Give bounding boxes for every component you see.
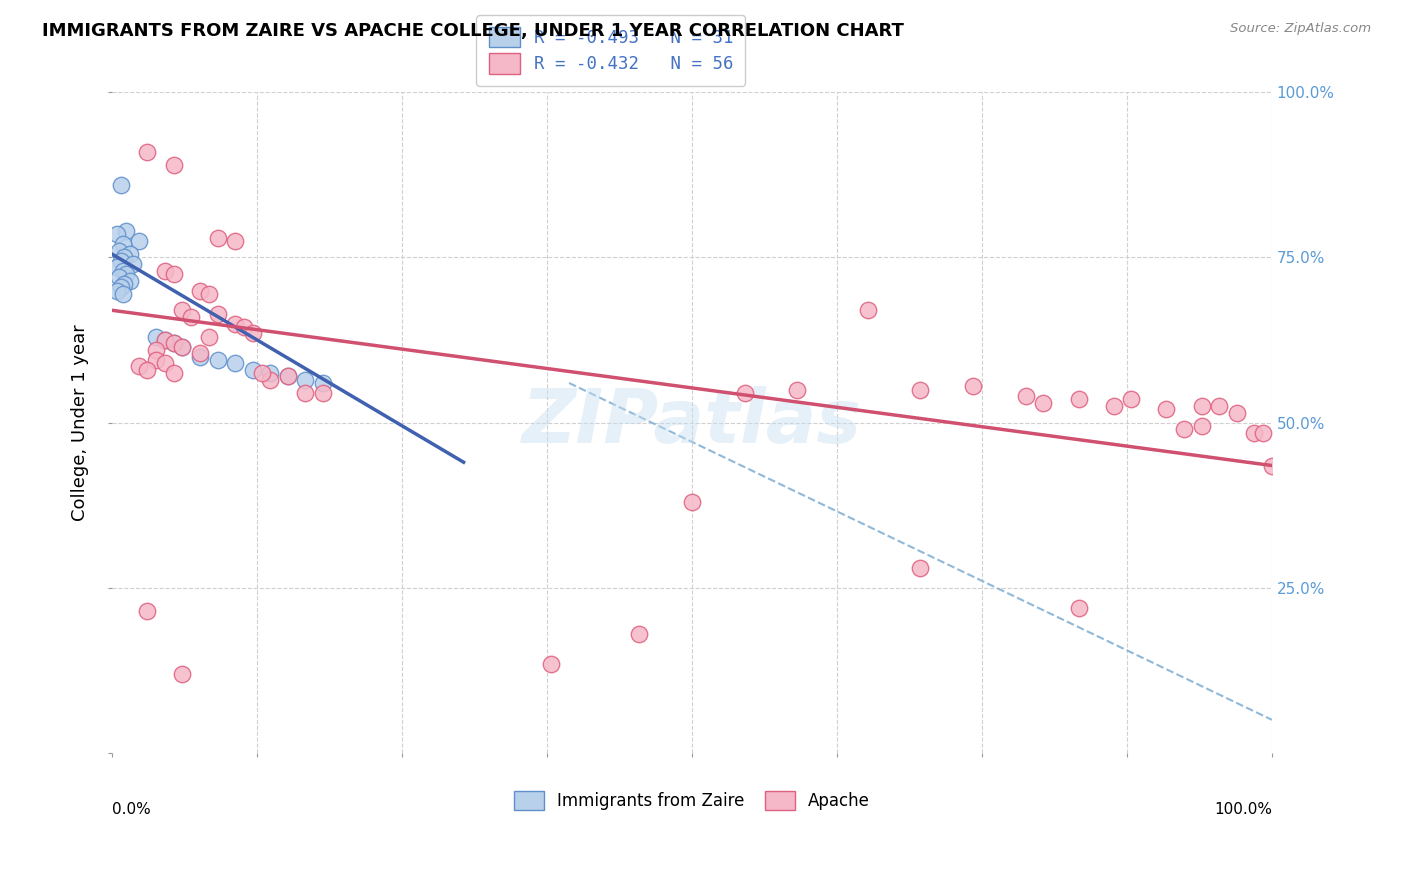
Point xyxy=(136,604,159,618)
Point xyxy=(128,234,150,248)
Point xyxy=(1102,399,1125,413)
Point xyxy=(233,319,256,334)
Point xyxy=(207,352,229,367)
Point xyxy=(1243,425,1265,440)
Point xyxy=(312,376,335,390)
Point xyxy=(153,263,176,277)
Point xyxy=(136,145,159,159)
Point xyxy=(207,307,229,321)
Point xyxy=(163,158,186,172)
Point xyxy=(115,224,138,238)
Point xyxy=(1067,392,1090,407)
Point xyxy=(115,267,138,281)
Point xyxy=(111,263,134,277)
Text: Source: ZipAtlas.com: Source: ZipAtlas.com xyxy=(1230,22,1371,36)
Point xyxy=(145,352,167,367)
Point xyxy=(294,373,316,387)
Point xyxy=(163,336,186,351)
Point xyxy=(111,237,134,252)
Point xyxy=(259,366,281,380)
Point xyxy=(259,373,281,387)
Point xyxy=(188,346,211,360)
Text: IMMIGRANTS FROM ZAIRE VS APACHE COLLEGE, UNDER 1 YEAR CORRELATION CHART: IMMIGRANTS FROM ZAIRE VS APACHE COLLEGE,… xyxy=(42,22,904,40)
Point xyxy=(122,257,145,271)
Point xyxy=(153,356,176,370)
Point xyxy=(786,383,808,397)
Y-axis label: College, Under 1 year: College, Under 1 year xyxy=(72,324,89,521)
Point xyxy=(153,333,176,347)
Point xyxy=(1015,389,1038,403)
Point xyxy=(110,178,132,192)
Point xyxy=(294,385,316,400)
Point xyxy=(224,356,246,370)
Point xyxy=(163,267,186,281)
Point xyxy=(111,286,134,301)
Point xyxy=(1067,600,1090,615)
Point xyxy=(110,253,132,268)
Point xyxy=(540,657,562,671)
Point xyxy=(114,251,136,265)
Point xyxy=(628,627,651,641)
Point xyxy=(145,343,167,357)
Point xyxy=(1226,406,1249,420)
Point xyxy=(110,280,132,294)
Point xyxy=(250,366,273,380)
Point xyxy=(114,277,136,291)
Point xyxy=(188,350,211,364)
Point xyxy=(163,336,186,351)
Point xyxy=(962,379,984,393)
Point xyxy=(224,317,246,331)
Point xyxy=(910,383,932,397)
Point xyxy=(1121,392,1143,407)
Point xyxy=(163,366,186,380)
Point xyxy=(198,286,221,301)
Point xyxy=(198,330,221,344)
Point xyxy=(153,333,176,347)
Point xyxy=(1032,396,1054,410)
Point xyxy=(107,284,129,298)
Point xyxy=(734,385,756,400)
Point xyxy=(172,340,194,354)
Point xyxy=(681,495,703,509)
Point xyxy=(136,363,159,377)
Point xyxy=(172,666,194,681)
Point xyxy=(172,303,194,318)
Point xyxy=(277,369,299,384)
Point xyxy=(207,230,229,244)
Point xyxy=(312,385,335,400)
Point xyxy=(128,359,150,374)
Point xyxy=(118,247,141,261)
Point xyxy=(188,284,211,298)
Point xyxy=(1191,399,1213,413)
Point xyxy=(1173,422,1195,436)
Point xyxy=(108,270,131,285)
Point xyxy=(242,363,264,377)
Legend: Immigrants from Zaire, Apache: Immigrants from Zaire, Apache xyxy=(505,781,880,821)
Point xyxy=(1251,425,1274,440)
Point xyxy=(107,260,129,275)
Text: 0.0%: 0.0% xyxy=(112,803,150,817)
Point xyxy=(118,274,141,288)
Point xyxy=(1156,402,1178,417)
Point xyxy=(108,244,131,258)
Point xyxy=(277,369,299,384)
Point xyxy=(107,227,129,242)
Point xyxy=(242,326,264,341)
Point xyxy=(1208,399,1230,413)
Point xyxy=(1261,458,1284,473)
Point xyxy=(145,330,167,344)
Text: ZIPatlas: ZIPatlas xyxy=(522,386,862,459)
Text: 100.0%: 100.0% xyxy=(1213,803,1272,817)
Point xyxy=(856,303,879,318)
Point xyxy=(180,310,202,324)
Point xyxy=(910,561,932,575)
Point xyxy=(224,234,246,248)
Point xyxy=(172,340,194,354)
Point xyxy=(1191,418,1213,433)
